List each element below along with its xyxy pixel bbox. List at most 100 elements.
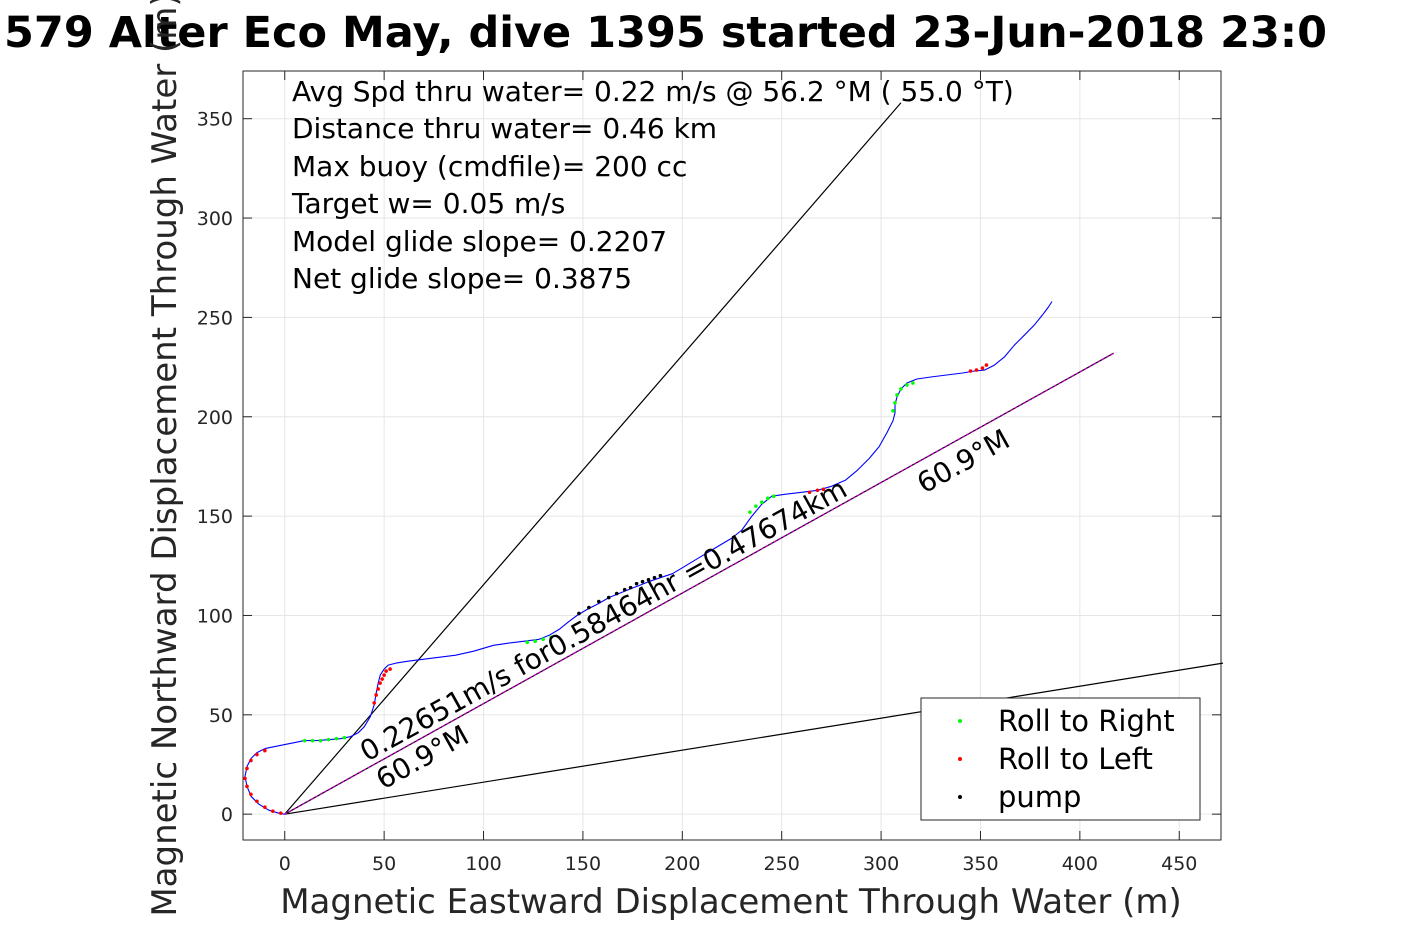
marker-roll-to-left-12 xyxy=(374,693,378,697)
marker-roll-to-left-10 xyxy=(263,748,267,753)
marker-roll-to-left-21 xyxy=(821,487,826,492)
marker-roll-to-right-5 xyxy=(342,735,347,740)
axes-frame xyxy=(242,70,1222,841)
marker-roll-to-right-11 xyxy=(754,504,758,508)
legend-marker-roll-right xyxy=(958,719,962,723)
marker-roll-to-right-17 xyxy=(895,393,899,397)
marker-roll-to-right-14 xyxy=(771,494,776,499)
marker-roll-to-left-8 xyxy=(249,758,253,763)
marker-pump-7 xyxy=(634,581,639,586)
marker-roll-to-left-6 xyxy=(243,776,247,781)
y-tick-label-0: 0 xyxy=(221,804,233,826)
x-tick-label-200: 200 xyxy=(664,853,700,875)
x-tick-label-300: 300 xyxy=(863,853,899,875)
marker-roll-to-right-9 xyxy=(549,635,553,640)
marker-roll-to-left-5 xyxy=(245,784,249,789)
x-tick-label-150: 150 xyxy=(565,853,601,875)
annotation-max-buoy: Max buoy (cmdfile)= 200 cc xyxy=(292,150,687,183)
marker-roll-to-left-13 xyxy=(376,687,380,691)
marker-roll-to-left-3 xyxy=(255,799,259,804)
marker-roll-to-left-25 xyxy=(984,363,989,367)
marker-roll-to-left-4 xyxy=(249,792,253,797)
marker-roll-to-right-4 xyxy=(334,736,339,741)
legend-box xyxy=(920,697,1201,821)
marker-roll-to-left-2 xyxy=(263,805,267,810)
marker-pump-1 xyxy=(587,605,591,610)
tick-layer: 0 50 100 150 200 250 300 350 400 450 0 50 100 150 200 2… xyxy=(197,71,1221,875)
marker-roll-to-right-2 xyxy=(318,738,323,743)
marker-roll-to-right-12 xyxy=(760,500,764,504)
marker-roll-to-left-17 xyxy=(384,669,388,673)
marker-roll-to-right-16 xyxy=(893,401,897,405)
x-tick-label-0: 0 xyxy=(279,853,291,875)
marker-roll-to-right-19 xyxy=(905,383,909,387)
marker-roll-to-right-13 xyxy=(765,496,770,501)
y-tick-label-200: 200 xyxy=(197,407,233,429)
y-tick-label-150: 150 xyxy=(197,506,233,528)
marker-pump-0 xyxy=(577,611,581,616)
x-tick-label-50: 50 xyxy=(372,853,396,875)
marker-pump-5 xyxy=(622,587,627,592)
marker-roll-to-left-0 xyxy=(278,811,283,815)
annotation-distance: Distance thru water= 0.46 km xyxy=(292,112,717,145)
y-tick-label-300: 300 xyxy=(197,208,233,230)
x-axis-label: Magnetic Eastward Displacement Through W… xyxy=(280,882,1182,922)
marker-layer xyxy=(243,363,989,815)
x-tick-label-350: 350 xyxy=(962,853,998,875)
annotation-model-glide: Model glide slope= 0.2207 xyxy=(292,225,667,258)
marker-roll-to-left-11 xyxy=(372,701,376,705)
reference-line-2 xyxy=(284,662,1224,815)
marker-pump-9 xyxy=(646,577,651,582)
marker-roll-to-left-19 xyxy=(807,490,812,495)
y-axis-label: Magnetic Northward Displacement Through … xyxy=(145,0,185,917)
x-tick-label-450: 450 xyxy=(1161,853,1197,875)
legend: Roll to Right Roll to Left pump xyxy=(920,697,1201,821)
legend-marker-pump xyxy=(958,795,962,799)
marker-roll-to-right-0 xyxy=(302,738,307,743)
marker-roll-to-right-20 xyxy=(911,381,915,385)
annotation-target-w: Target w= 0.05 m/s xyxy=(291,187,565,220)
y-tick-label-100: 100 xyxy=(197,605,233,627)
marker-roll-to-left-15 xyxy=(380,677,384,681)
chart-title: 579 Alter Eco May, dive 1395 started 23-… xyxy=(4,8,1327,58)
marker-roll-to-left-14 xyxy=(378,681,382,685)
marker-roll-to-left-18 xyxy=(388,667,392,671)
marker-roll-to-right-15 xyxy=(891,408,895,413)
marker-pump-2 xyxy=(597,599,601,604)
marker-roll-to-left-1 xyxy=(271,809,275,813)
marker-roll-to-right-7 xyxy=(533,639,538,644)
marker-roll-to-left-16 xyxy=(382,673,386,677)
x-tick-label-250: 250 xyxy=(764,853,800,875)
marker-roll-to-right-18 xyxy=(899,387,903,391)
legend-label-pump: pump xyxy=(998,780,1081,814)
marker-roll-to-right-1 xyxy=(310,738,315,743)
marker-pump-4 xyxy=(614,591,619,596)
marker-roll-to-right-3 xyxy=(326,737,331,742)
marker-roll-to-right-8 xyxy=(541,637,545,642)
marker-roll-to-left-7 xyxy=(245,766,249,771)
legend-label-roll-left: Roll to Left xyxy=(998,742,1153,776)
marker-roll-to-left-22 xyxy=(968,369,973,373)
x-tick-label-100: 100 xyxy=(465,853,501,875)
marker-pump-11 xyxy=(658,573,663,578)
marker-pump-10 xyxy=(652,575,657,580)
y-tick-label-350: 350 xyxy=(197,109,233,131)
reference-line-1 xyxy=(284,102,902,815)
marker-roll-to-left-9 xyxy=(255,752,259,757)
x-tick-label-400: 400 xyxy=(1062,853,1098,875)
reference-lines xyxy=(284,102,1224,815)
marker-pump-8 xyxy=(640,579,645,584)
marker-roll-to-left-20 xyxy=(815,488,820,493)
marker-roll-to-right-6 xyxy=(525,640,530,645)
marker-pump-6 xyxy=(628,585,633,590)
y-tick-label-50: 50 xyxy=(209,705,233,727)
marker-pump-3 xyxy=(606,595,611,600)
annotation-net-glide: Net glide slope= 0.3875 xyxy=(292,262,632,295)
legend-label-roll-right: Roll to Right xyxy=(998,704,1175,738)
annotation-avg-speed: Avg Spd thru water= 0.22 m/s @ 56.2 °M (… xyxy=(292,75,1014,108)
marker-roll-to-right-10 xyxy=(748,510,752,514)
y-tick-label-250: 250 xyxy=(197,307,233,329)
legend-marker-roll-left xyxy=(958,757,962,761)
annotation-block: Avg Spd thru water= 0.22 m/s @ 56.2 °M (… xyxy=(291,75,1014,295)
